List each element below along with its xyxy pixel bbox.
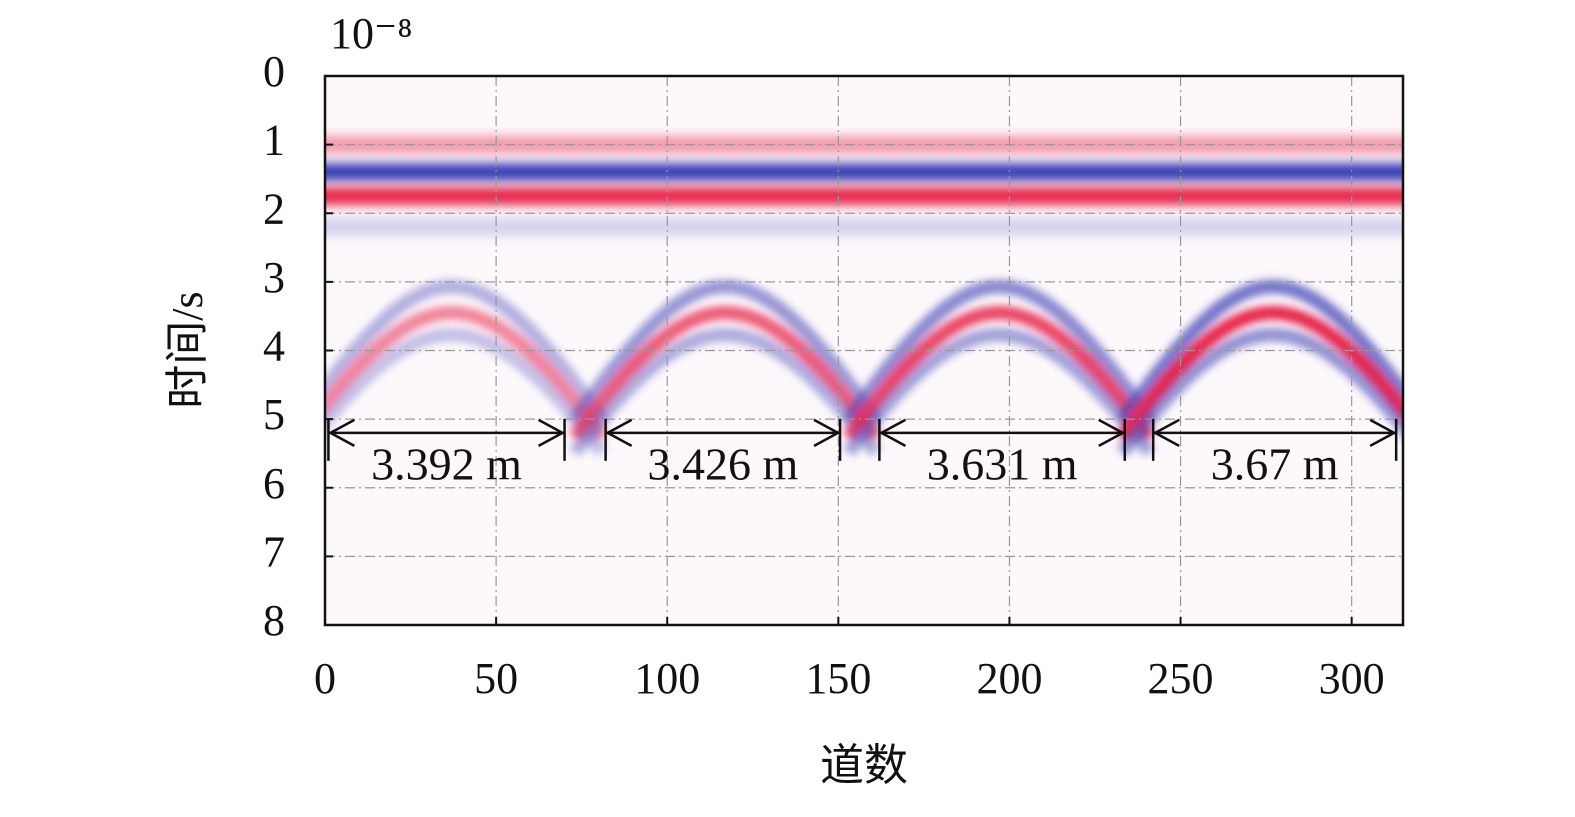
arrow-head <box>878 418 906 447</box>
span-label: 3.392 m <box>371 438 522 489</box>
reflection-limb <box>569 305 882 442</box>
arrow-head <box>1152 418 1180 447</box>
reflection-limb <box>842 305 1156 442</box>
plot-area <box>325 135 1403 457</box>
span-annotation: 3.426 m <box>604 418 842 489</box>
x-tick-label: 100 <box>634 654 700 703</box>
y-tick-label: 8 <box>263 596 285 645</box>
x-tick-label: 0 <box>314 654 336 703</box>
y-exponent: 10⁻⁸ <box>330 9 413 58</box>
arrow-head <box>537 418 566 447</box>
x-tick-label: 250 <box>1148 654 1214 703</box>
reflection-limb <box>325 279 608 425</box>
reflection-limb <box>569 327 882 457</box>
arrow-head <box>813 418 841 447</box>
y-tick-label: 6 <box>263 459 285 508</box>
x-tick-label: 50 <box>474 654 518 703</box>
y-tick-label: 2 <box>263 184 285 233</box>
span-label: 3.426 m <box>647 438 798 489</box>
direct-wave-band <box>325 135 1403 154</box>
direct-wave-band <box>325 217 1403 236</box>
direct-wave-band <box>325 187 1403 206</box>
arrow-head <box>1369 418 1397 447</box>
y-tick-label: 7 <box>263 527 285 576</box>
reflection <box>1116 279 1403 457</box>
reflection-limb <box>1116 327 1403 457</box>
annotations: 3.392 m 3.426 m 3.631 m 3.67 m <box>327 418 1398 489</box>
reflection-limb <box>325 305 608 442</box>
reflection-limb <box>1116 305 1403 442</box>
arrow-head <box>1098 418 1126 447</box>
reflection <box>325 279 608 457</box>
reflection <box>842 279 1156 457</box>
direct-wave-band <box>325 163 1403 182</box>
reflection-limb <box>843 327 1156 457</box>
y-tick-label: 1 <box>263 116 285 165</box>
x-tick-label: 300 <box>1319 654 1385 703</box>
reflection-limb <box>325 327 608 457</box>
grid <box>324 75 1403 626</box>
span-annotation: 3.392 m <box>327 418 566 489</box>
span-annotation: 3.67 m <box>1151 418 1398 489</box>
span-label: 3.67 m <box>1211 438 1339 489</box>
y-tick-label: 5 <box>263 390 285 439</box>
x-tick-label: 150 <box>805 654 871 703</box>
reflection-limb <box>1116 279 1403 425</box>
y-tick-label: 0 <box>263 47 285 96</box>
y-tick-label: 3 <box>263 253 285 302</box>
y-tick-label: 4 <box>263 322 285 371</box>
arrow-head <box>327 418 356 447</box>
plot-frame <box>323 74 1405 627</box>
x-axis-label: 道数 <box>820 741 908 790</box>
span-label: 3.631 m <box>927 438 1078 489</box>
reflection <box>569 279 882 457</box>
x-tick-label: 200 <box>976 654 1042 703</box>
reflection-limb <box>569 279 882 425</box>
y-axis-label: 时间/s <box>163 291 212 408</box>
span-annotation: 3.631 m <box>878 418 1127 489</box>
reflection-limb <box>842 279 1156 426</box>
arrow-head <box>604 418 633 447</box>
